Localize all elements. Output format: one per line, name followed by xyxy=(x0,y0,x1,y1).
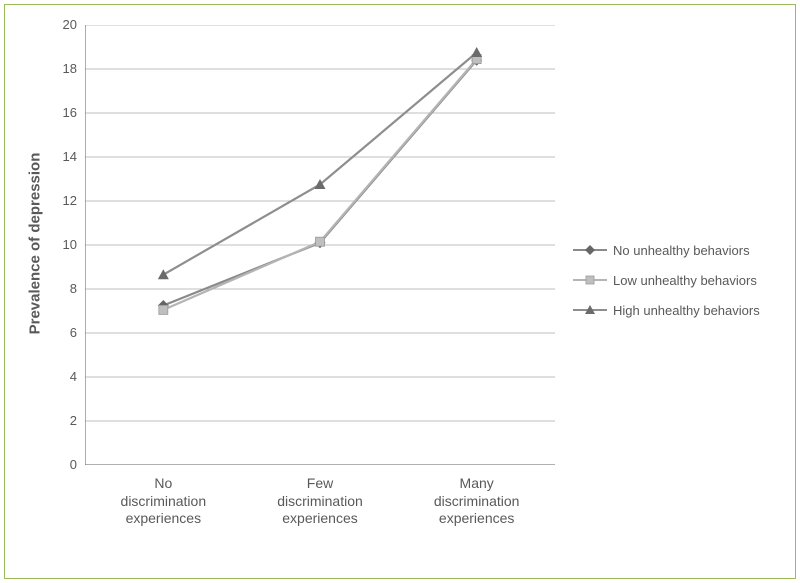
y-tick-label: 0 xyxy=(47,457,77,472)
legend: No unhealthy behaviors Low unhealthy beha… xyxy=(573,235,783,325)
legend-item: Low unhealthy behaviors xyxy=(573,265,783,295)
y-tick-label: 8 xyxy=(47,281,77,296)
y-tick-label: 2 xyxy=(47,413,77,428)
y-tick-label: 6 xyxy=(47,325,77,340)
y-tick-label: 16 xyxy=(47,105,77,120)
legend-label: No unhealthy behaviors xyxy=(613,243,750,258)
legend-label: Low unhealthy behaviors xyxy=(613,273,757,288)
y-tick-label: 12 xyxy=(47,193,77,208)
y-tick-label: 4 xyxy=(47,369,77,384)
y-tick-label: 10 xyxy=(47,237,77,252)
legend-item: High unhealthy behaviors xyxy=(573,295,783,325)
chart-container: Prevalence of depression 0 2 4 6 8 10 12 14 16 18… xyxy=(4,4,796,579)
plot-area xyxy=(85,25,555,465)
y-tick-label: 18 xyxy=(47,61,77,76)
x-tick-label: Fewdiscriminationexperiences xyxy=(250,475,390,528)
x-tick-label: Nodiscriminationexperiences xyxy=(93,475,233,528)
x-tick-label: Manydiscriminationexperiences xyxy=(407,475,547,528)
legend-swatch xyxy=(573,242,607,258)
legend-swatch xyxy=(573,272,607,288)
legend-label: High unhealthy behaviors xyxy=(613,303,760,318)
legend-swatch xyxy=(573,302,607,318)
y-tick-label: 20 xyxy=(47,17,77,32)
legend-item: No unhealthy behaviors xyxy=(573,235,783,265)
y-axis-label: Prevalence of depression xyxy=(27,144,44,344)
y-tick-label: 14 xyxy=(47,149,77,164)
